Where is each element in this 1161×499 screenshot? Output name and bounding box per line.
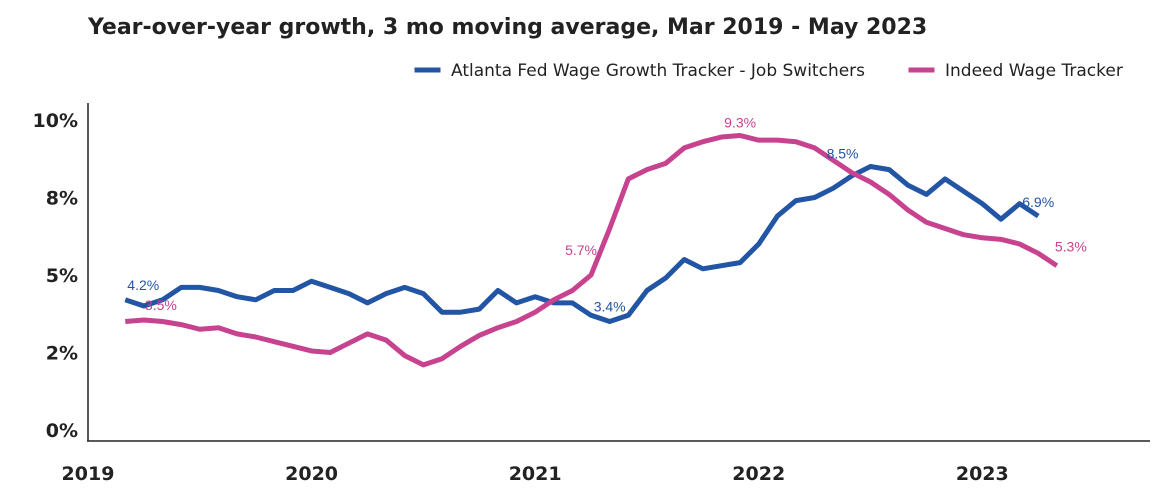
data-label-s1-25: 5.7%	[565, 242, 597, 258]
y-tick-label-5: 5%	[46, 265, 78, 287]
x-tick-label-2020: 2020	[285, 463, 338, 485]
y-tick-label-8: 8%	[46, 188, 78, 210]
series-line-atlanta-fed-wage-growth-tracker-job-switchers	[124, 164, 1040, 324]
data-label-s1-1: 3.5%	[145, 297, 177, 313]
y-tick-label-10: 10%	[33, 110, 78, 132]
legend: Atlanta Fed Wage Growth Tracker - Job Sw…	[414, 61, 1123, 81]
x-tick-labels: 2019 2020 2021 2022 2023	[62, 463, 1009, 485]
x-tick-label-2022: 2022	[732, 463, 785, 485]
y-tick-label-0: 0%	[46, 420, 78, 442]
data-labels: 4.2% 3.4% 8.5% 6.9% 3.5% 5.7% 9.3% 5.3%	[127, 115, 1087, 315]
series-line-indeed-wage-tracker	[125, 133, 1059, 368]
data-label-s0-40: 8.5%	[827, 146, 859, 162]
series-lines	[124, 133, 1059, 368]
chart-title: Year-over-year growth, 3 mo moving avera…	[87, 15, 927, 40]
data-label-s1-33: 9.3%	[724, 115, 756, 131]
x-tick-label-2021: 2021	[509, 463, 562, 485]
data-label-s0-49: 6.9%	[1022, 194, 1054, 210]
y-tick-label-2: 2%	[46, 343, 78, 365]
data-label-s0-0: 4.2%	[127, 277, 159, 293]
x-tick-label-2019: 2019	[62, 463, 115, 485]
legend-label-indeed: Indeed Wage Tracker	[945, 61, 1123, 81]
legend-label-atlanta-fed: Atlanta Fed Wage Growth Tracker - Job Sw…	[451, 61, 865, 81]
data-label-s1-50: 5.3%	[1055, 239, 1087, 255]
y-tick-labels: 0% 2% 5% 8% 10%	[33, 110, 78, 442]
x-tick-label-2023: 2023	[956, 463, 1009, 485]
data-label-s0-26: 3.4%	[594, 299, 626, 315]
